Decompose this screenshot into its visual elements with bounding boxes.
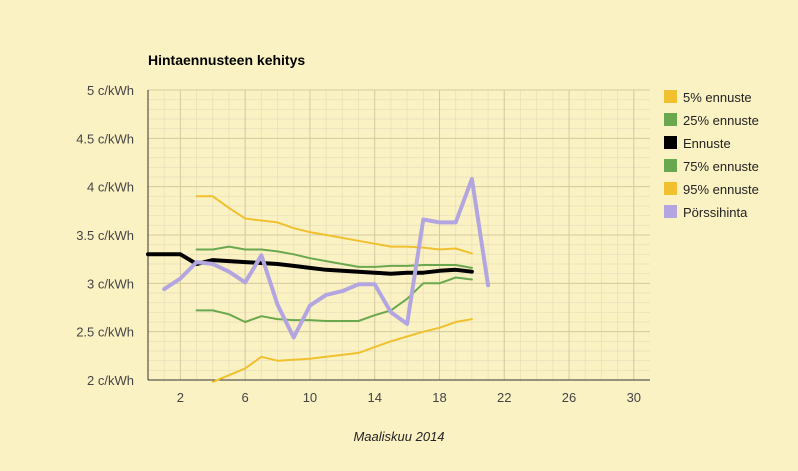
legend-label: 95% ennuste — [683, 182, 759, 197]
y-tick-label: 2.5 c/kWh — [76, 325, 134, 340]
legend-swatch — [664, 136, 677, 149]
x-tick-label: 22 — [497, 390, 511, 405]
legend-swatch — [664, 205, 677, 218]
x-axis-label: Maaliskuu 2014 — [353, 429, 444, 444]
x-tick-label: 18 — [432, 390, 446, 405]
legend-swatch — [664, 113, 677, 126]
legend-label: 75% ennuste — [683, 159, 759, 174]
legend-swatch — [664, 182, 677, 195]
legend-label: 25% ennuste — [683, 113, 759, 128]
y-tick-label: 3 c/kWh — [87, 276, 134, 291]
x-tick-label: 2 — [177, 390, 184, 405]
legend-label: Pörssihinta — [683, 205, 748, 220]
x-tick-label: 30 — [627, 390, 641, 405]
y-tick-label: 4 c/kWh — [87, 180, 134, 195]
series-line-0 — [211, 318, 473, 383]
y-tick-label: 5 c/kWh — [87, 83, 134, 98]
series-line-4 — [195, 195, 473, 255]
x-tick-label: 6 — [242, 390, 249, 405]
legend-label: Ennuste — [683, 136, 731, 151]
x-tick-label: 14 — [367, 390, 381, 405]
legend-label: 5% ennuste — [683, 90, 752, 105]
chart-title: Hintaennusteen kehitys — [148, 52, 305, 68]
series-line-1 — [195, 276, 473, 323]
x-tick-label: 10 — [303, 390, 317, 405]
series-line-5 — [162, 176, 491, 340]
y-tick-label: 4.5 c/kWh — [76, 131, 134, 146]
legend-swatch — [664, 90, 677, 103]
y-tick-label: 3.5 c/kWh — [76, 228, 134, 243]
x-tick-label: 26 — [562, 390, 576, 405]
series-line-3 — [195, 245, 473, 269]
y-tick-label: 2 c/kWh — [87, 373, 134, 388]
legend-swatch — [664, 159, 677, 172]
